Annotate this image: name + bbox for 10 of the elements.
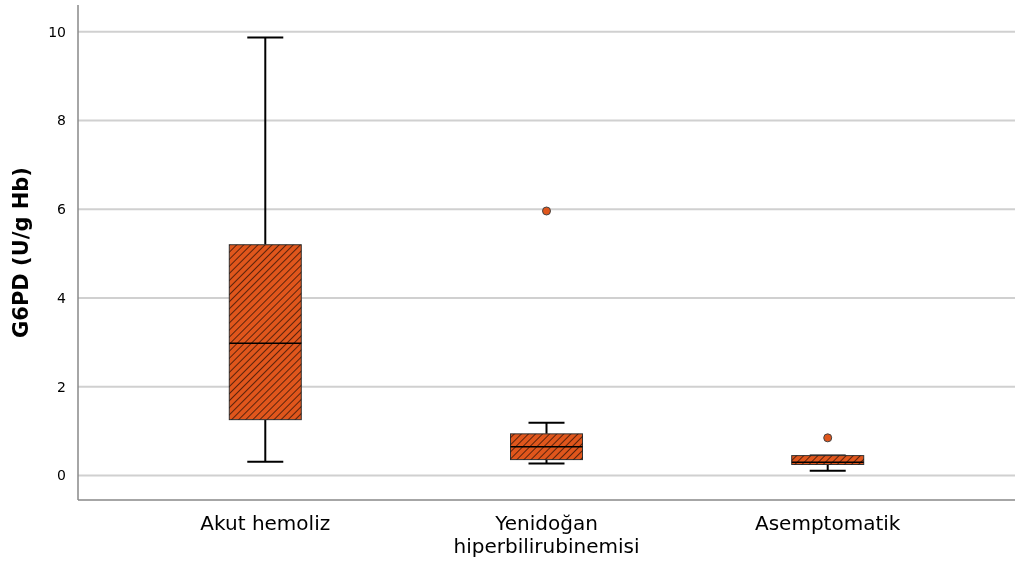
x-tick-label: Akut hemoliz	[200, 511, 331, 535]
y-tick-label: 10	[48, 23, 66, 40]
x-tick-label: Asemptomatik	[755, 511, 901, 535]
x-tick-label: Yenidoğan hiperbilirubinemisi	[453, 511, 640, 558]
y-tick-label: 6	[57, 201, 67, 218]
y-tick-label: 4	[57, 289, 67, 306]
y-axis-title: G6PD (U/g Hb)	[9, 167, 33, 338]
y-tick-label: 8	[57, 112, 66, 129]
y-tick-label: 2	[57, 378, 66, 395]
y-tick-label: 0	[57, 467, 66, 484]
